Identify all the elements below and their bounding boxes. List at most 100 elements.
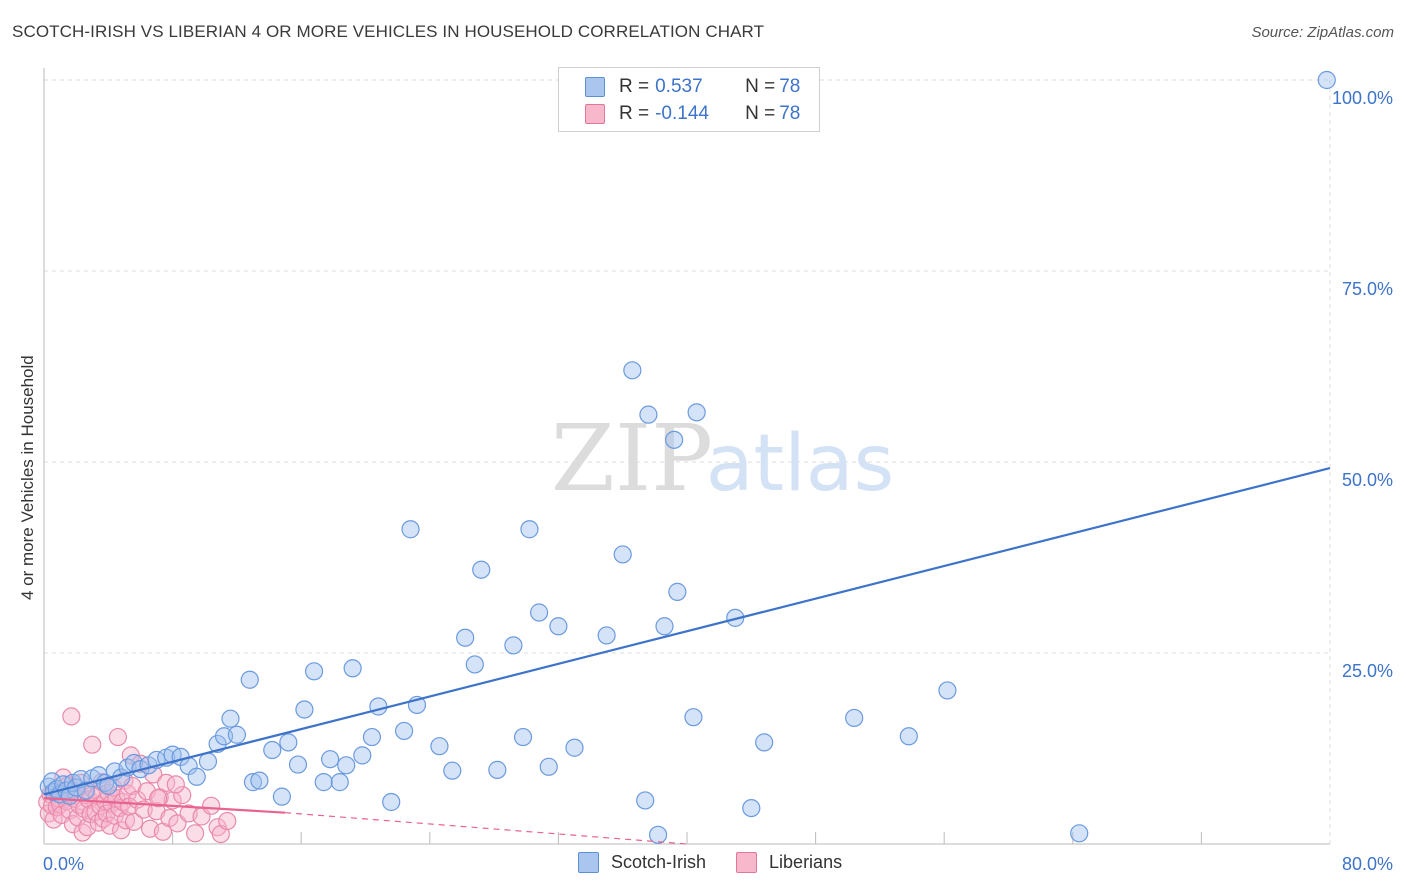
legend-n-label: N = [745,76,776,97]
scotch-irish-point [530,603,549,622]
scotch-irish-point [648,825,668,844]
scotch-irish-point [288,755,308,774]
scotch-irish-point [687,403,706,422]
legend-r-label: R = [619,103,650,124]
legend-n-value: 78 [779,103,801,124]
x-tick-label: 0.0% [43,854,84,874]
liberians-point [166,775,185,794]
scotch-irish-trend-line [43,467,1331,796]
scotch-irish-point [623,361,642,380]
series-swatch-scotch-irish [578,852,599,873]
liberians-point [62,707,81,726]
scotch-irish-point [243,773,263,792]
scotch-irish-point [295,700,314,719]
watermark-atlas: atlas [706,419,895,509]
scotch-irish-point [321,750,340,769]
correlation-legend: R = 0.537 N = 78 R = -0.144 N = 78 [558,67,820,132]
scotch-irish-point [613,545,632,564]
scotch-irish-point [314,773,333,792]
liberians-point [100,816,120,835]
legend-r-value: 0.537 [655,76,703,97]
scotch-irish-point [520,520,539,539]
scotch-irish-point [755,733,774,752]
liberians-point [94,809,113,828]
legend-n-label: N = [745,103,776,124]
trend-lines [43,467,1331,845]
scotch-irish-point [263,740,282,760]
scotch-irish-point [187,767,206,786]
y-tick-label: 50.0% [1342,470,1393,490]
x-tick-label: 80.0% [1342,854,1393,874]
legend-r-label: R = [619,76,650,97]
watermark-zip: ZIP [551,405,713,512]
series-swatch-liberians [736,852,758,873]
legend-swatch-liberians [585,104,605,124]
scotch-irish-point [362,727,382,747]
scotch-irish-point [597,626,616,645]
series-label-scotch-irish: Scotch-Irish [611,852,707,872]
series-label-liberians: Liberians [769,852,843,872]
scotch-irish-point [655,617,674,636]
liberians-point [202,796,221,815]
scotch-irish-point [456,628,475,647]
legend-r-value: -0.144 [655,103,709,124]
scotch-irish-point [227,725,246,744]
scotch-irish-point [1317,70,1336,90]
legend-row-liberians: R = -0.144 N = 78 [585,102,800,126]
scotch-irish-point [272,787,292,806]
liberians-point [124,812,144,831]
scotch-irish-point [221,709,240,728]
chart-title: SCOTCH-IRISH VS LIBERIAN 4 OR MORE VEHIC… [12,22,765,41]
scotch-irish-point [549,617,568,636]
scotch-irish-point [430,737,449,756]
scotch-irish-point [304,662,324,681]
y-tick-label: 100.0% [1332,88,1393,108]
series-legend-liberians[interactable]: Liberians [736,852,842,873]
scotch-irish-point [382,792,401,812]
scotch-irish-point [1070,824,1089,843]
liberians-point [173,786,192,805]
liberians-point [108,727,128,747]
liberians-point [149,789,168,808]
liberians-trend-line [43,797,286,814]
liberians-trend-extension [285,812,688,845]
scotch-irish-point [565,738,584,757]
axes [43,68,1330,845]
scotch-irish-point [401,520,420,539]
scotch-irish-point [668,582,687,601]
legend-row-scotch-irish: R = 0.537 N = 78 [585,75,800,99]
scotch-irish-point [343,659,362,678]
scotch-irish-point [250,771,269,790]
scotch-irish-point [330,773,349,792]
source-label: Source: ZipAtlas.com [1251,24,1394,41]
scotch-irish-point [639,405,658,424]
scotch-irish-point [899,727,918,746]
scotch-irish-point [394,721,414,741]
tick-labels: 25.0% 50.0% 75.0% 100.0% 0.0% 80.0% [43,88,1393,874]
scotch-irish-point [513,727,533,747]
scotch-irish-point [279,733,298,752]
scotch-irish-point [443,761,462,780]
scotch-irish-point [938,681,957,700]
legend-n-value: 78 [779,76,801,97]
scotch-irish-point [636,791,655,810]
scotch-irish-point [465,655,484,674]
scotch-irish-point [665,430,684,449]
liberians-point [112,821,131,840]
y-tick-label: 75.0% [1342,279,1393,299]
scotch-irish-point [198,752,218,771]
scotch-irish-point [369,697,388,716]
y-axis-label: 4 or more Vehicles in Household [18,355,37,600]
scotch-irish-point [488,760,507,779]
scotch-irish-points [39,70,1336,844]
scotch-irish-point [539,757,558,776]
liberians-point [83,735,102,754]
scotch-irish-point [472,560,491,579]
liberians-point [186,824,205,843]
series-legend: Scotch-Irish Liberians [578,852,872,873]
series-legend-scotch-irish[interactable]: Scotch-Irish [578,852,706,873]
legend-swatch-scotch-irish [585,77,605,97]
liberians-point [218,811,237,831]
liberians-point [73,823,92,842]
